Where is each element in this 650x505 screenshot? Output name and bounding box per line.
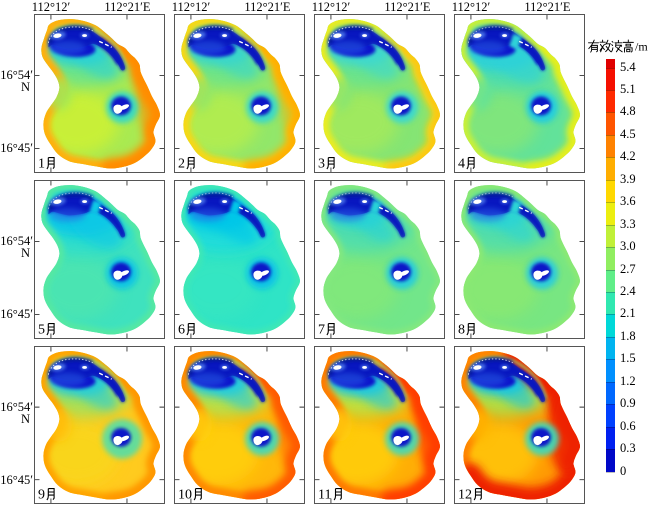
svg-text:11: 11 bbox=[318, 488, 331, 503]
svg-text:8: 8 bbox=[458, 323, 465, 338]
svg-text:1: 1 bbox=[38, 157, 45, 172]
svg-text:7: 7 bbox=[318, 323, 325, 338]
svg-text:4: 4 bbox=[458, 157, 465, 172]
svg-text:12: 12 bbox=[458, 488, 472, 503]
svg-text:10: 10 bbox=[178, 488, 192, 503]
svg-text:2: 2 bbox=[178, 157, 185, 172]
svg-text:3: 3 bbox=[318, 157, 325, 172]
svg-text:5: 5 bbox=[38, 323, 45, 338]
svg-text:/m: /m bbox=[635, 40, 648, 54]
svg-text:9: 9 bbox=[38, 488, 45, 503]
svg-text:6: 6 bbox=[178, 323, 185, 338]
